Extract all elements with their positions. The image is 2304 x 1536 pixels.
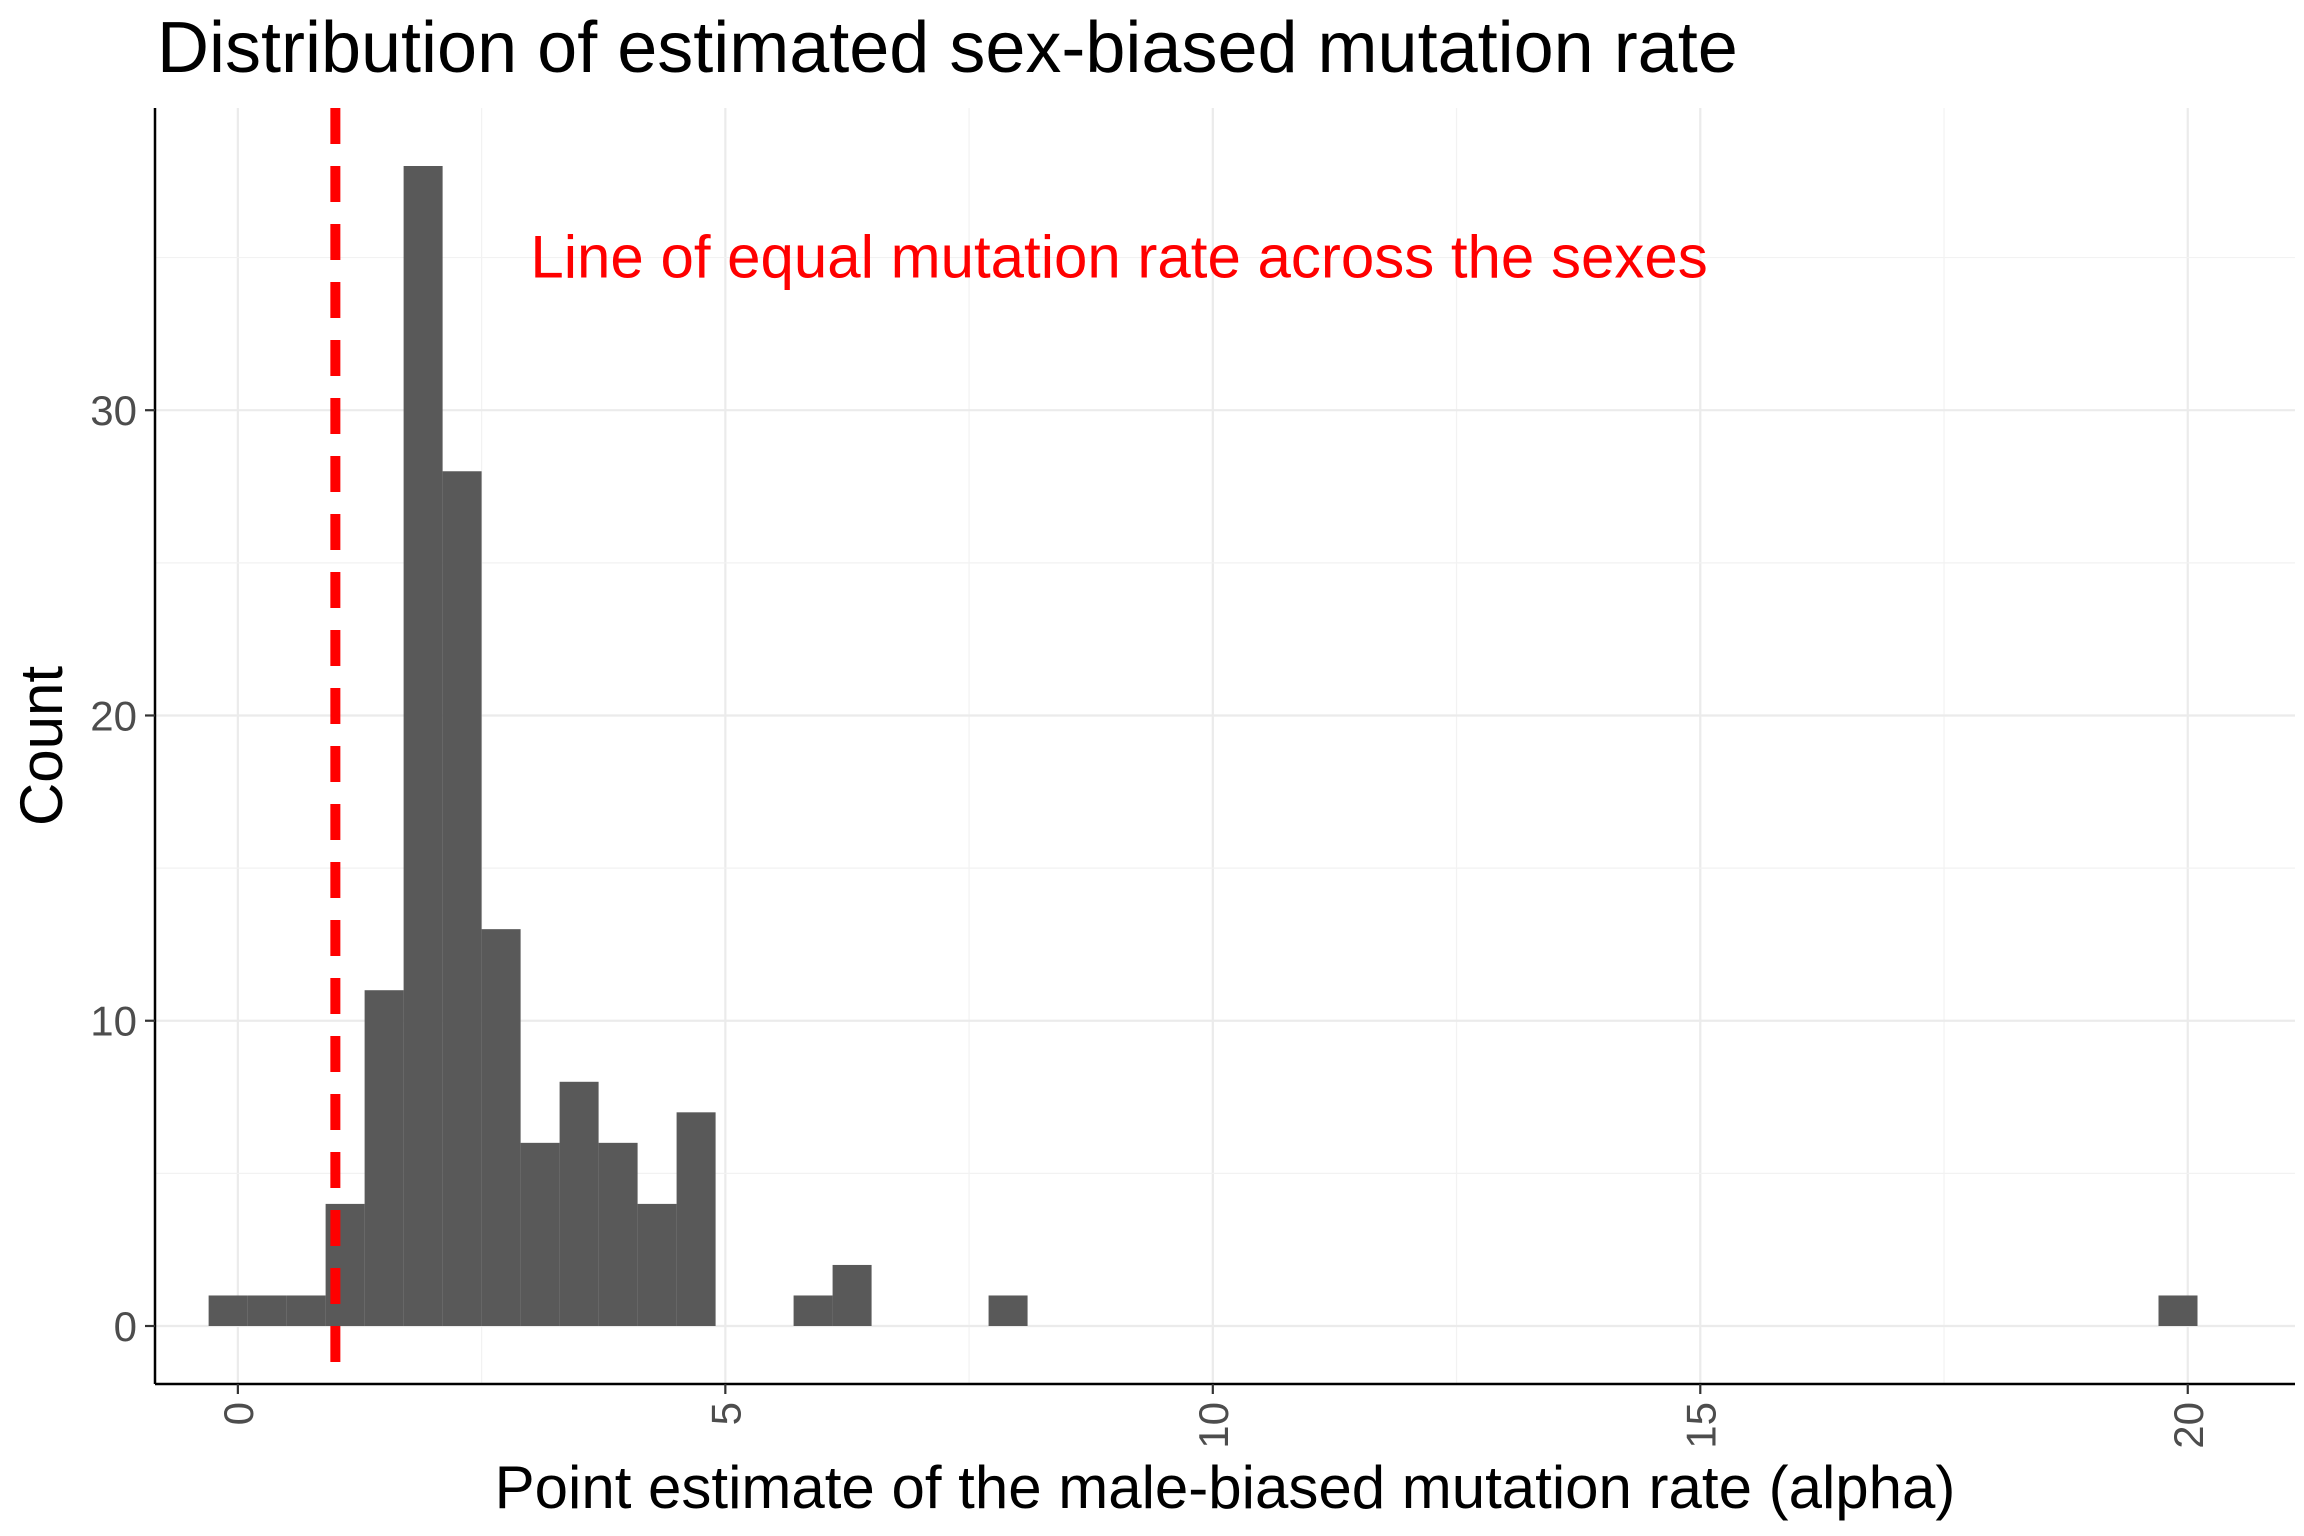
histogram-bar bbox=[286, 1295, 326, 1326]
x-tick-label: 20 bbox=[2165, 1402, 2212, 1449]
histogram-bar bbox=[988, 1295, 1028, 1326]
y-tick-label: 20 bbox=[90, 692, 137, 739]
histogram-bar bbox=[637, 1203, 677, 1326]
y-tick-label: 0 bbox=[114, 1303, 137, 1350]
histogram-bar bbox=[832, 1264, 872, 1326]
histogram-bar bbox=[403, 166, 443, 1326]
axes bbox=[153, 108, 2295, 1386]
x-tick-label: 15 bbox=[1677, 1402, 1724, 1449]
histogram-bar bbox=[442, 471, 482, 1326]
histogram-bar bbox=[2158, 1295, 2198, 1326]
x-tick-label: 0 bbox=[215, 1402, 262, 1425]
histogram-bars bbox=[208, 166, 2198, 1326]
histogram-bar bbox=[598, 1142, 638, 1326]
chart-title: Distribution of estimated sex-biased mut… bbox=[157, 8, 1738, 88]
y-tick-label: 30 bbox=[90, 387, 137, 434]
x-axis-title: Point estimate of the male-biased mutati… bbox=[495, 1454, 1956, 1521]
histogram-bar bbox=[208, 1295, 248, 1326]
x-tick-label: 5 bbox=[702, 1402, 749, 1425]
x-tick-label: 10 bbox=[1190, 1402, 1237, 1449]
histogram-bar bbox=[520, 1142, 560, 1326]
histogram-bar bbox=[559, 1081, 599, 1326]
histogram-bar bbox=[364, 990, 404, 1326]
histogram-bar bbox=[247, 1295, 287, 1326]
histogram-bar bbox=[793, 1295, 833, 1326]
histogram-bar bbox=[481, 929, 521, 1326]
histogram-bar bbox=[676, 1112, 716, 1326]
annotation-label: Line of equal mutation rate across the s… bbox=[530, 224, 1707, 291]
tick-labels: 0 10 20 30 0 5 10 15 20 bbox=[90, 387, 2211, 1449]
y-tick-label: 10 bbox=[90, 998, 137, 1045]
y-axis-title: Count bbox=[8, 666, 75, 826]
